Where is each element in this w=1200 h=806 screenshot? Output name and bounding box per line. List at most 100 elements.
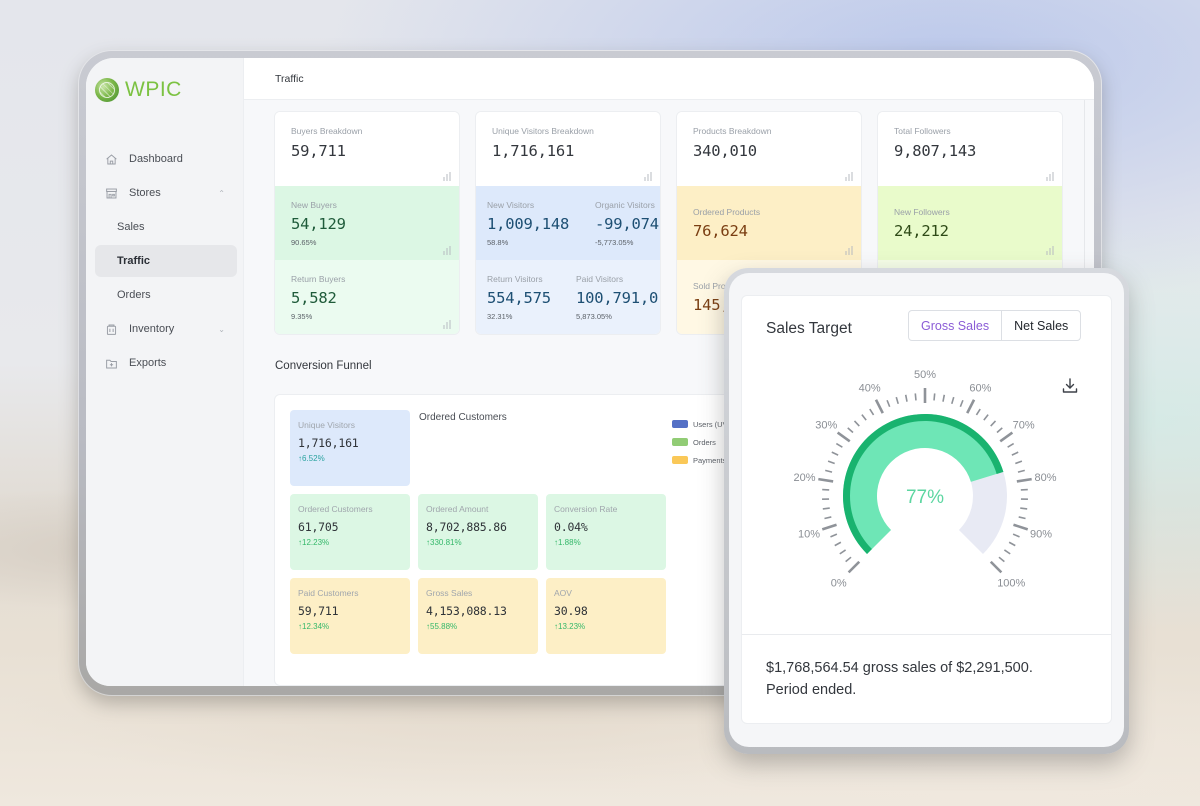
card-title: Products Breakdown <box>693 126 772 136</box>
card-total: 59,711 <box>291 142 346 160</box>
metric-percent: 32.31% <box>487 312 513 321</box>
sidebar-item-dashboard[interactable]: Dashboard <box>95 143 237 175</box>
sidebar-item-stores[interactable]: Stores ⌃ <box>95 177 237 209</box>
minor-tick <box>1012 533 1020 538</box>
minor-tick <box>835 442 843 448</box>
gauge-fill <box>843 413 1004 554</box>
legend-item-payments[interactable]: Payments <box>672 451 730 469</box>
sidebar-item-label: Exports <box>129 357 167 369</box>
minor-tick <box>933 393 936 401</box>
minor-tick <box>914 393 917 401</box>
bar-chart-icon[interactable] <box>443 320 452 329</box>
bar-chart-icon[interactable] <box>443 172 452 181</box>
minor-tick <box>845 556 852 563</box>
sidebar-item-orders[interactable]: Orders <box>95 279 237 311</box>
metric-percent: 90.65% <box>291 238 317 247</box>
tile-value: 30.98 <box>554 604 588 618</box>
minor-tick <box>853 420 860 427</box>
bar-chart-icon[interactable] <box>644 172 653 181</box>
bar-chart-icon[interactable] <box>845 172 854 181</box>
sidebar-item-sales[interactable]: Sales <box>95 211 237 243</box>
metric-label: New Followers <box>894 207 950 217</box>
gauge-value: 77% <box>906 487 944 508</box>
major-tick <box>989 560 1003 574</box>
sidebar-item-label: Traffic <box>117 255 151 267</box>
card-title: Total Followers <box>894 126 951 136</box>
tile-label: Ordered Amount <box>426 504 489 514</box>
bar-chart-icon[interactable] <box>845 246 854 255</box>
net-sales-toggle[interactable]: Net Sales <box>1014 318 1069 333</box>
bar-chart-icon[interactable] <box>1046 172 1055 181</box>
tile-label: Unique Visitors <box>298 420 356 430</box>
gross-sales-toggle[interactable]: Gross Sales <box>909 311 1003 340</box>
funnel-tile-paid-customers[interactable]: Paid Customers 59,711 ↑12.34% <box>290 578 410 654</box>
sidebar-item-label: Dashboard <box>129 153 183 165</box>
major-tick <box>1013 523 1029 531</box>
globe-logo-icon <box>95 78 119 102</box>
page-title: Traffic <box>275 72 304 85</box>
funnel-tile-unique-visitors[interactable]: Unique Visitors 1,716,161 ↑6.52% <box>290 410 410 486</box>
card-total: 1,716,161 <box>492 142 575 160</box>
minor-tick <box>1008 541 1016 547</box>
sidebar-item-label: Stores <box>129 187 161 199</box>
brand-logo[interactable]: WPIC <box>95 78 182 102</box>
funnel-tile-ordered-customers[interactable]: Ordered Customers 61,705 ↑12.23% <box>290 494 410 570</box>
metric-label: Ordered Products <box>693 207 761 217</box>
bar-chart-icon[interactable] <box>1046 246 1055 255</box>
buyers-breakdown-card[interactable]: Buyers Breakdown 59,711 New Buyers 54,12… <box>275 112 459 334</box>
sidebar-item-exports[interactable]: Exports <box>95 347 237 379</box>
sales-target-device: Sales Target Gross Sales Net Sales 0% 10%… <box>724 268 1129 754</box>
chart-title: Ordered Customers <box>419 412 507 423</box>
minor-tick <box>834 541 842 547</box>
legend-item-orders[interactable]: Orders <box>672 433 730 451</box>
metric-value: 100,791,0 <box>576 289 659 307</box>
sidebar-item-traffic[interactable]: Traffic <box>95 245 237 277</box>
sidebar-item-inventory[interactable]: Inventory ⌄ <box>95 313 237 345</box>
metric-value: 54,129 <box>291 215 346 233</box>
metric-label: Return Buyers <box>291 274 346 284</box>
tile-value: 4,153,088.13 <box>426 604 507 618</box>
tick-label: 60% <box>969 382 991 394</box>
export-icon <box>104 356 118 370</box>
products-total: Products Breakdown 340,010 <box>677 112 861 186</box>
major-tick <box>847 560 861 574</box>
download-icon[interactable] <box>1060 376 1080 396</box>
tile-change: ↑13.23% <box>554 622 586 631</box>
sidebar-item-label: Orders <box>117 289 151 301</box>
tile-value: 61,705 <box>298 520 339 534</box>
metric-value: 24,212 <box>894 222 949 240</box>
gauge-fill-edge <box>843 413 1004 554</box>
funnel-tile-aov[interactable]: AOV 30.98 ↑13.23% <box>546 578 666 654</box>
funnel-tile-gross-sales[interactable]: Gross Sales 4,153,088.13 ↑55.88% <box>418 578 538 654</box>
tick-label: 0% <box>831 577 847 589</box>
funnel-tile-conversion-rate[interactable]: Conversion Rate 0.04% ↑1.88% <box>546 494 666 570</box>
chevron-up-icon: ⌃ <box>218 188 225 198</box>
funnel-tile-ordered-amount[interactable]: Ordered Amount 8,702,885.86 ↑330.81% <box>418 494 538 570</box>
minor-tick <box>1015 460 1023 465</box>
metric-label: Paid Visitors <box>576 274 624 284</box>
sales-status-line: Period ended. <box>766 682 857 698</box>
tick-label: 80% <box>1034 472 1056 484</box>
metric-value: 1,009,148 <box>487 215 570 233</box>
minor-tick <box>822 507 830 510</box>
minor-tick <box>847 427 854 434</box>
minor-tick <box>1007 442 1015 448</box>
metric-value: 5,582 <box>291 289 337 307</box>
sales-target-card: Sales Target Gross Sales Net Sales 0% 10%… <box>742 296 1111 723</box>
legend-label: Orders <box>693 437 716 447</box>
store-icon <box>104 186 118 200</box>
visitors-breakdown-card[interactable]: Unique Visitors Breakdown 1,716,161 New … <box>476 112 660 334</box>
legend-label: Users (UV) <box>693 419 731 429</box>
minor-tick <box>825 469 833 473</box>
legend-item-users[interactable]: Users (UV) <box>672 415 730 433</box>
tick-label: 40% <box>859 382 881 394</box>
divider <box>742 634 1111 635</box>
tick-label: 100% <box>997 577 1025 589</box>
new-visitors: New Visitors 1,009,148 58.8% <box>487 200 569 247</box>
metric-percent: 5,873.05% <box>576 312 612 321</box>
bar-chart-icon[interactable] <box>443 246 452 255</box>
tick-label: 10% <box>798 529 820 541</box>
minor-tick <box>1017 469 1025 473</box>
minor-tick <box>824 516 832 520</box>
legend-label: Payments <box>693 455 727 465</box>
